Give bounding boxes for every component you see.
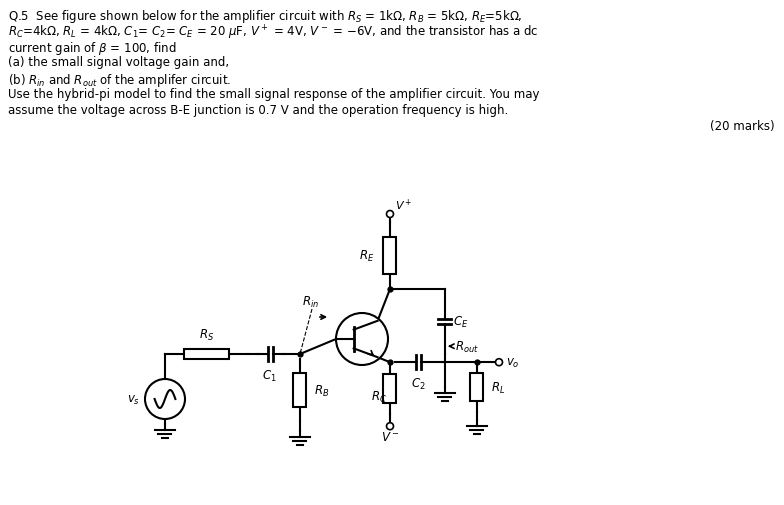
Bar [383, 238, 397, 274]
Text: $C_2$: $C_2$ [411, 376, 426, 391]
Text: current gain of $\beta$ = 100, find: current gain of $\beta$ = 100, find [8, 40, 176, 57]
Text: $C_E$: $C_E$ [453, 314, 468, 329]
Text: $R_L$: $R_L$ [491, 380, 505, 395]
Text: (b) $R_{in}$ and $R_{out}$ of the amplifer circuit.: (b) $R_{in}$ and $R_{out}$ of the amplif… [8, 72, 231, 89]
Bar [470, 374, 484, 401]
Text: $R_S$: $R_S$ [199, 327, 214, 342]
Circle shape [387, 423, 394, 430]
Text: $V^-$: $V^-$ [381, 430, 399, 443]
Text: $v_o$: $v_o$ [506, 356, 520, 369]
Text: $R_E$: $R_E$ [358, 248, 374, 264]
Text: (a) the small signal voltage gain and,: (a) the small signal voltage gain and, [8, 56, 229, 69]
Text: $R_B$: $R_B$ [314, 383, 329, 398]
Text: (20 marks): (20 marks) [710, 120, 775, 133]
Circle shape [387, 211, 394, 218]
Text: $C_1$: $C_1$ [262, 368, 276, 383]
Text: $V^+$: $V^+$ [395, 197, 412, 213]
Circle shape [336, 314, 388, 365]
Text: Q.5  See figure shown below for the amplifier circuit with $R_S$ = 1k$\Omega$, $: Q.5 See figure shown below for the ampli… [8, 8, 523, 25]
Text: assume the voltage across B-E junction is 0.7 V and the operation frequency is h: assume the voltage across B-E junction i… [8, 104, 508, 117]
Text: Use the hybrid-pi model to find the small signal response of the amplifier circu: Use the hybrid-pi model to find the smal… [8, 88, 539, 101]
Bar [383, 374, 397, 402]
Bar [183, 349, 230, 359]
Text: $v_s$: $v_s$ [127, 393, 140, 406]
Text: $R_C$=4k$\Omega$, $R_L$ = 4k$\Omega$, $C_1$= $C_2$= $C_E$ = 20 $\mu$F, $V^+$ = 4: $R_C$=4k$\Omega$, $R_L$ = 4k$\Omega$, $C… [8, 24, 539, 42]
Text: $R_{in}$: $R_{in}$ [302, 294, 319, 310]
Text: $R_{out}$: $R_{out}$ [455, 339, 479, 354]
Bar [293, 373, 307, 407]
Circle shape [495, 359, 503, 366]
Circle shape [145, 379, 185, 419]
Text: $R_C$: $R_C$ [371, 389, 387, 404]
